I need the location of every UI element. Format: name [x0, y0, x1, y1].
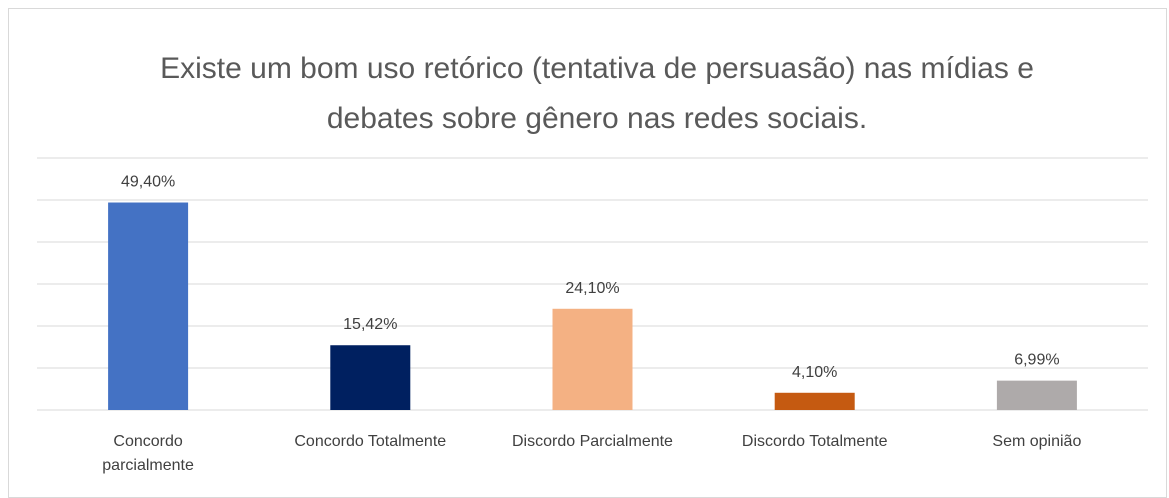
data-label: 24,10% — [565, 280, 619, 297]
bar — [996, 380, 1077, 410]
x-tick-label: Concordo parcialmente — [102, 433, 194, 474]
data-label: 6,99% — [1014, 352, 1059, 369]
data-label: 4,10% — [792, 364, 837, 381]
x-tick-label: Discordo Parcialmente — [512, 433, 673, 450]
bar — [108, 202, 189, 410]
bar — [330, 345, 411, 410]
x-tick-label: Concordo Totalmente — [294, 433, 447, 450]
bar — [774, 392, 855, 410]
data-label: 15,42% — [343, 316, 397, 333]
x-tick-label: Discordo Totalmente — [741, 433, 888, 450]
data-label: 49,40% — [121, 174, 175, 191]
x-tick-label: Sem opinião — [992, 433, 1082, 450]
chart-title: Existe um bom uso retórico (tentativa de… — [160, 52, 1034, 135]
bar — [552, 308, 633, 410]
